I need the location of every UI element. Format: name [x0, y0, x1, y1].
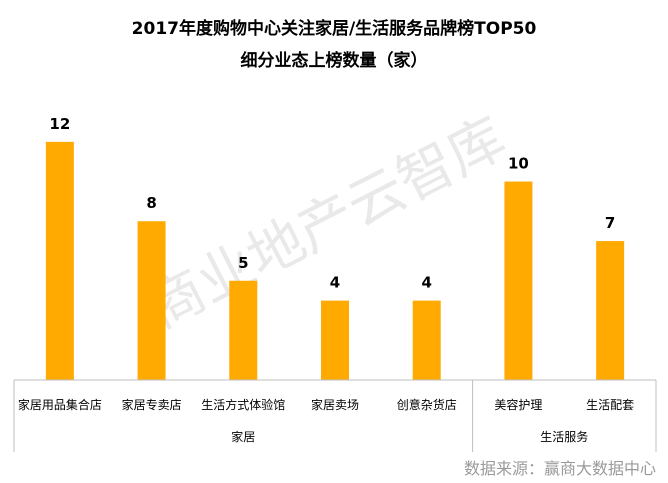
chart-title: 2017年度购物中心关注家居/生活服务品牌榜TOP50: [132, 18, 537, 39]
source-note: 数据来源：赢商大数据中心: [464, 459, 656, 478]
category-label: 生活配套: [586, 398, 634, 412]
category-label: 创意杂货店: [397, 397, 457, 412]
category-label: 家居用品集合店: [18, 397, 102, 412]
category-label: 美容护理: [494, 397, 542, 412]
data-label: 8: [146, 194, 156, 212]
bar: [412, 300, 441, 380]
category-label: 家居专卖店: [122, 397, 182, 412]
bar: [45, 141, 74, 380]
bars-layer: 12 8 5 4 4 10 7: [45, 115, 625, 380]
data-label: 5: [238, 254, 248, 272]
data-label: 10: [508, 155, 529, 173]
data-label: 12: [49, 115, 70, 133]
category-label: 生活方式体验馆: [201, 397, 285, 412]
data-label: 7: [605, 214, 615, 232]
group-labels: 家居 生活服务: [231, 429, 588, 444]
group-label: 生活服务: [540, 429, 588, 444]
bar: [596, 241, 625, 380]
bar: [504, 181, 533, 380]
category-labels: 家居用品集合店 家居专卖店 生活方式体验馆 家居卖场 创意杂货店 美容护理 生活配套: [18, 397, 634, 412]
data-label: 4: [421, 274, 431, 292]
bar: [137, 221, 166, 380]
category-label: 家居卖场: [311, 397, 359, 412]
chart-subtitle: 细分业态上榜数量（家）: [241, 50, 428, 71]
bar: [321, 300, 349, 380]
data-label: 4: [330, 274, 340, 292]
bar: [229, 280, 258, 380]
group-label: 家居: [231, 429, 255, 444]
axis-layer: [13, 379, 657, 452]
